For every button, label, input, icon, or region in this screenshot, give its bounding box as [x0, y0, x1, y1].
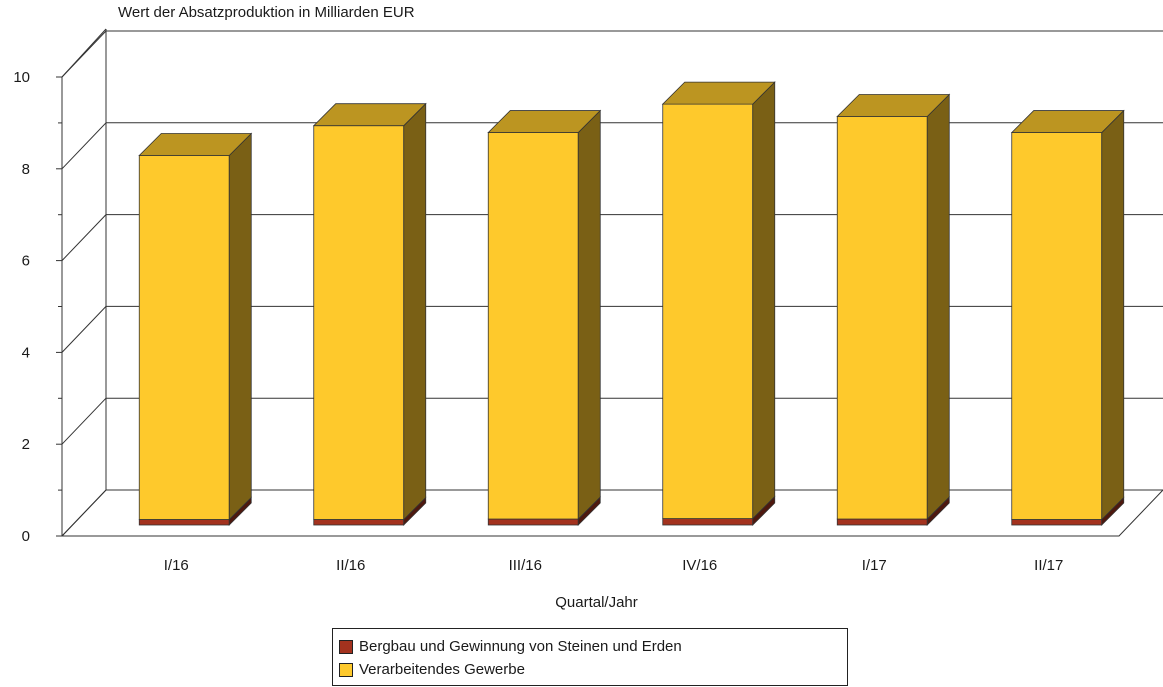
y-tick-label-2: 4 — [22, 344, 30, 361]
chart-tick-labels: 0 2 4 6 8 10 I/16 II/16 III/16 IV/16 I/17 II/17 — [13, 69, 1063, 574]
bar-front-face — [313, 125, 405, 520]
x-tick-label-2: III/16 — [509, 557, 542, 574]
bar-front-face — [1011, 519, 1103, 526]
chart-axes — [56, 28, 1163, 537]
y-tick-label-0: 0 — [22, 528, 30, 545]
bar-front-face — [836, 116, 928, 520]
legend-label-verarbeitendes-gewerbe: Verarbeitendes Gewerbe — [359, 661, 525, 678]
bar-side-face — [926, 93, 950, 520]
bar-front-face — [662, 518, 754, 526]
legend-swatch-verarbeitendes-gewerbe — [339, 662, 353, 677]
y-tick-label-3: 6 — [22, 253, 30, 270]
bar-side-face — [403, 102, 427, 521]
legend-item-bergbau: Bergbau und Gewinnung von Steinen und Er… — [339, 635, 847, 658]
bar-side-face — [1101, 109, 1125, 521]
gridline-side-2 — [61, 306, 107, 353]
bar-front-face — [662, 103, 754, 519]
bar-top-face — [312, 103, 427, 127]
side-wall-top-edge — [61, 28, 107, 78]
bar-front-face — [138, 519, 230, 526]
bar-top-face — [661, 81, 776, 105]
x-tick-label-0: I/16 — [164, 557, 189, 574]
bar-top-face — [1010, 110, 1125, 133]
bar-front-face — [313, 519, 405, 526]
chart-legend: Bergbau und Gewinnung von Steinen und Er… — [332, 628, 848, 686]
bar-side-face — [228, 132, 252, 521]
gridline-side-3 — [61, 214, 107, 261]
legend-label-bergbau: Bergbau und Gewinnung von Steinen und Er… — [359, 638, 682, 655]
gridline-side-4 — [61, 122, 107, 170]
bar-top-face — [138, 133, 253, 156]
y-tick-label-4: 8 — [22, 161, 30, 178]
bar-top-face — [836, 94, 951, 117]
bar-II-16-series-1 — [312, 102, 427, 521]
bar-top-face — [487, 110, 602, 133]
bar-front-face — [1011, 132, 1103, 520]
x-tick-label-4: I/17 — [862, 557, 887, 574]
bar-front-face — [487, 518, 579, 526]
bar-I-16-series-1 — [138, 132, 253, 521]
legend-item-verarbeitendes-gewerbe: Verarbeitendes Gewerbe — [339, 658, 847, 681]
y-tick-label-1: 2 — [22, 436, 30, 453]
bar-front-face — [836, 518, 928, 526]
chart-bars — [138, 81, 1125, 526]
legend-swatch-bergbau — [339, 639, 353, 654]
bar-side-face — [577, 109, 601, 520]
bar-side-face — [752, 81, 776, 520]
y-axis-label: Wert der Absatzproduktion in Milliarden … — [118, 4, 415, 21]
x-tick-label-1: II/16 — [336, 557, 365, 574]
x-tick-label-5: II/17 — [1034, 557, 1063, 574]
bar-front-face — [138, 155, 230, 520]
bar-I-17-series-1 — [836, 93, 951, 520]
chart-floor — [60, 489, 1163, 537]
x-axis-label: Quartal/Jahr — [555, 594, 638, 611]
bar-IV-16-series-1 — [661, 81, 776, 520]
x-tick-label-3: IV/16 — [682, 557, 717, 574]
y-tick-label-5: 10 — [13, 69, 30, 86]
gridline-side-1 — [61, 397, 107, 445]
bar-front-face — [487, 132, 579, 520]
bar-III-16-series-1 — [487, 109, 602, 520]
bar-II-17-series-1 — [1010, 109, 1125, 521]
